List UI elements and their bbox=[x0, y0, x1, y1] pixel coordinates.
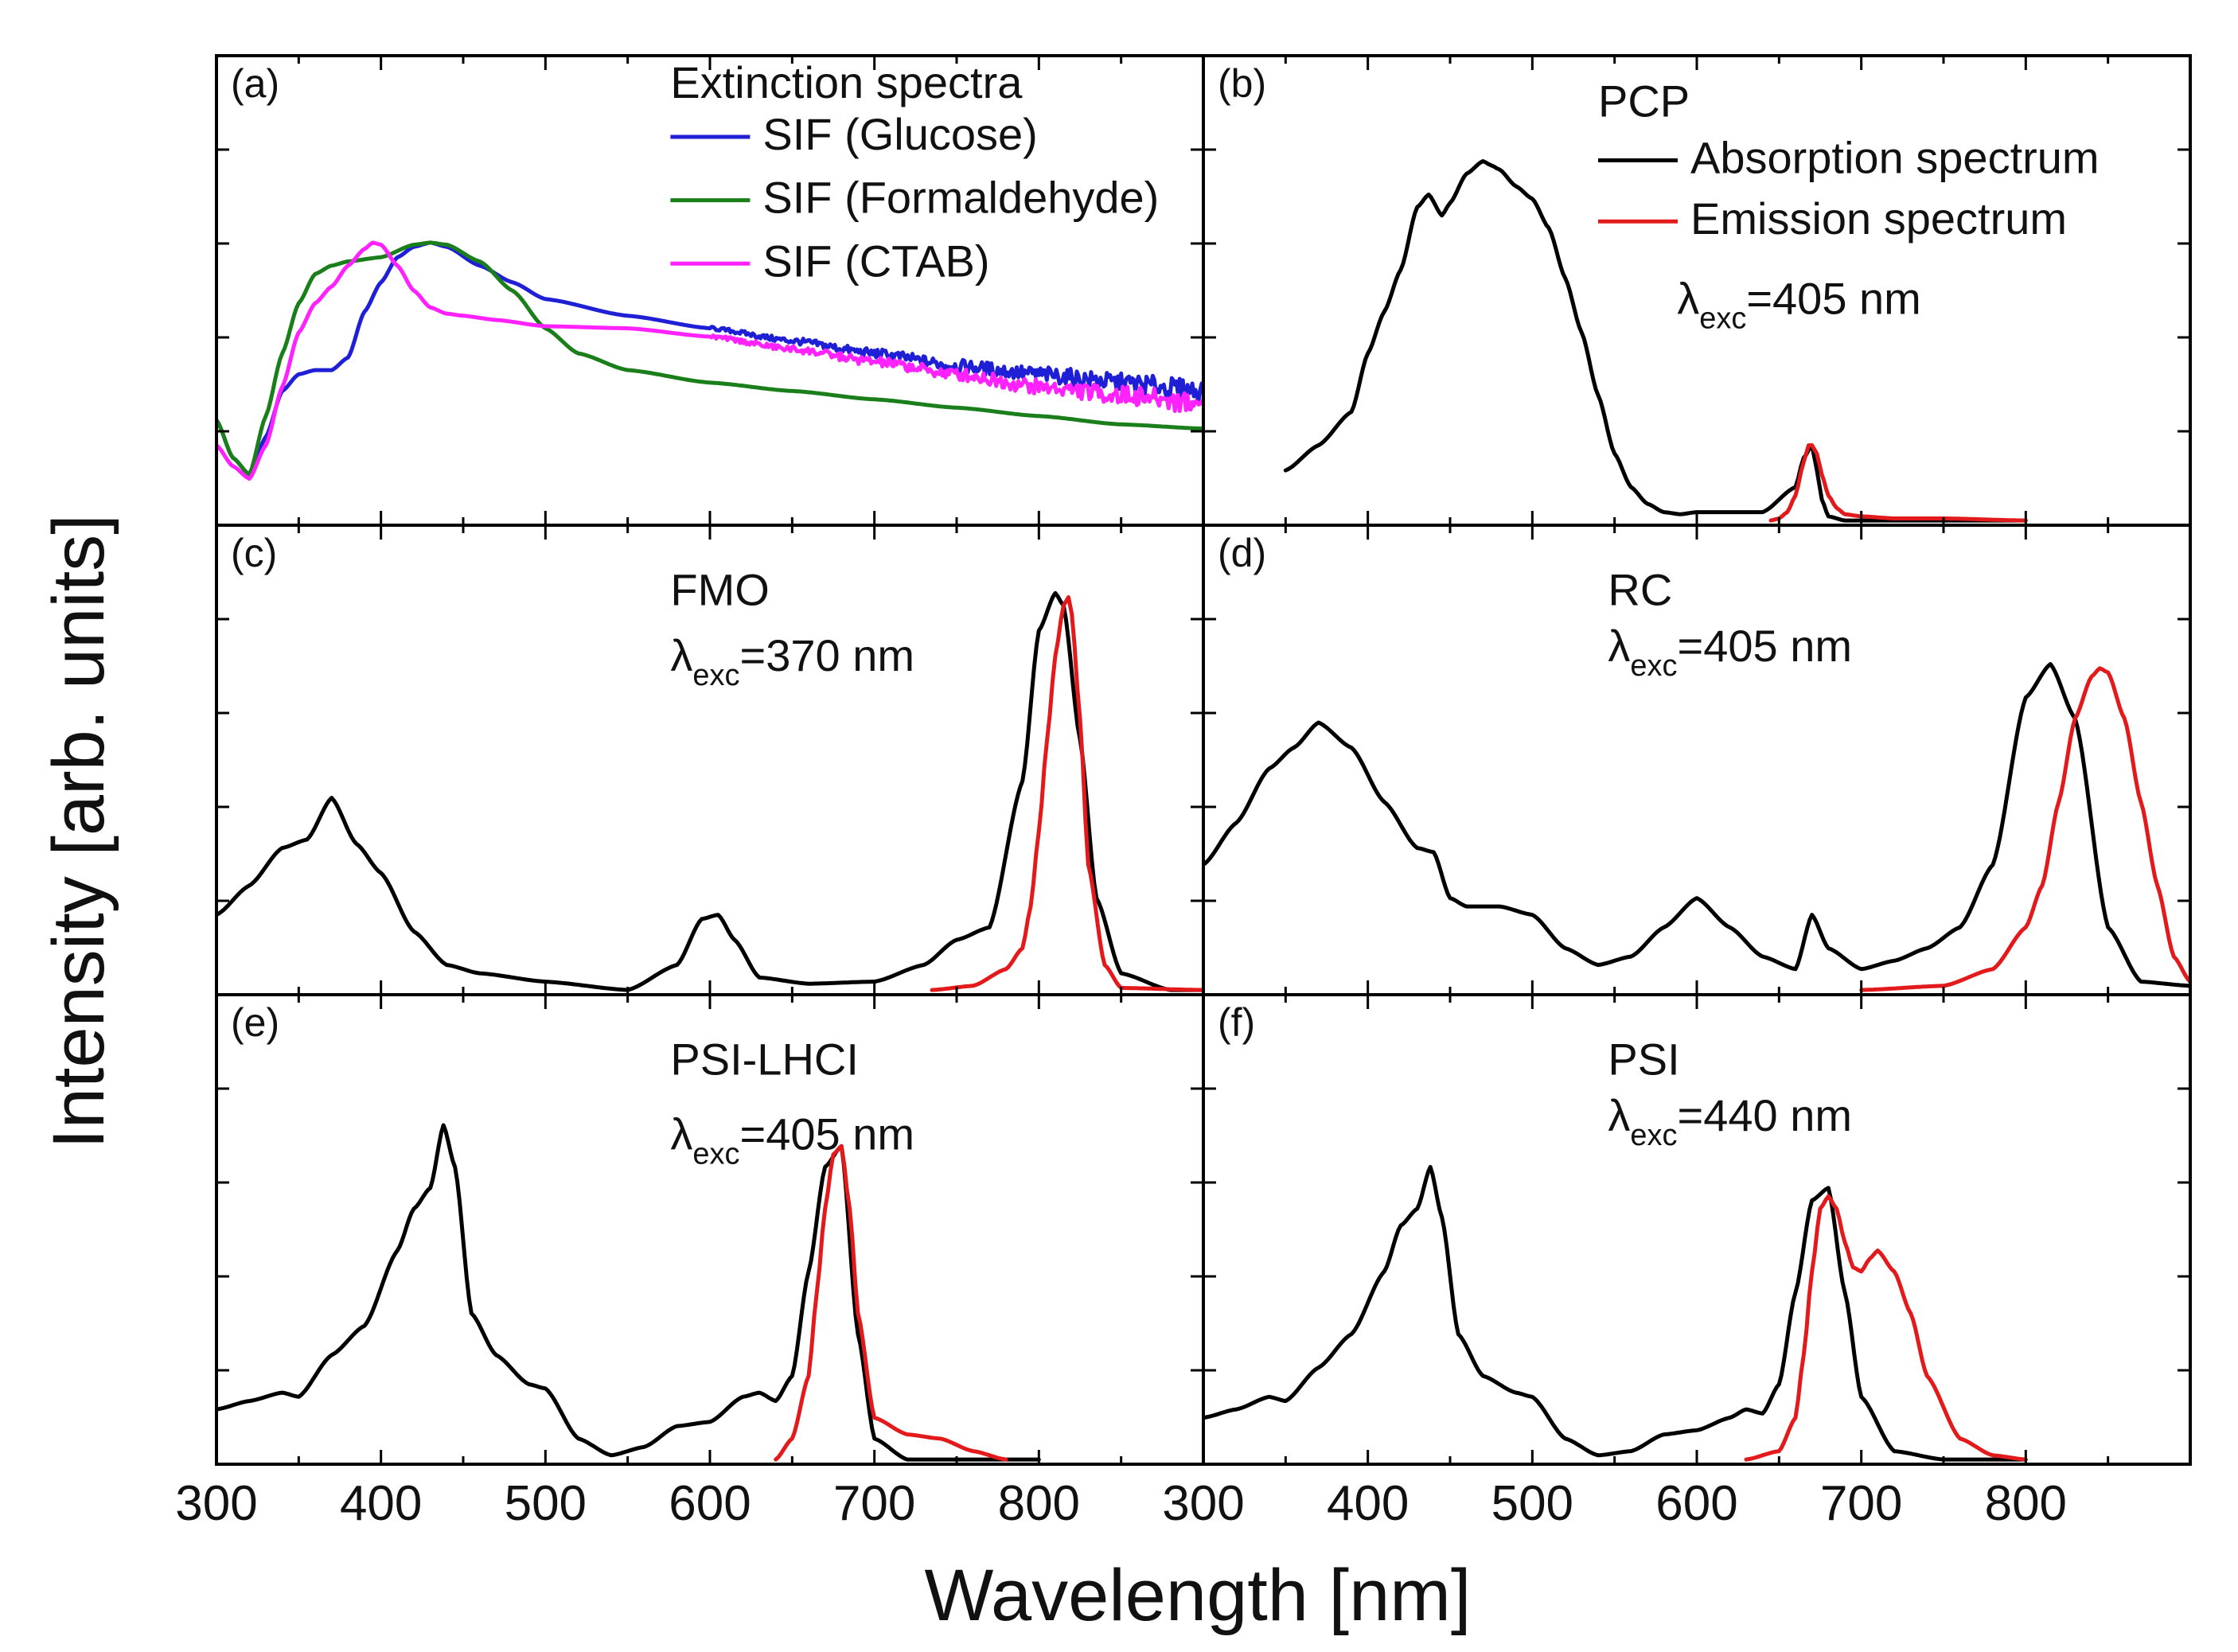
subscript-exc: exc bbox=[1630, 649, 1677, 683]
legend-label: Emission spectrum bbox=[1690, 193, 2067, 244]
panel-label-d: (d) bbox=[1218, 531, 1266, 575]
legend-label: SIF (Glucose) bbox=[762, 109, 1037, 159]
legend-label: SIF (CTAB) bbox=[762, 236, 989, 286]
panel-title-f: PSI bbox=[1608, 1034, 1679, 1084]
lambda-symbol: λ bbox=[670, 1109, 692, 1159]
subscript-exc: exc bbox=[692, 1138, 739, 1171]
series-line-e-absorption bbox=[216, 1123, 1041, 1462]
x-tick-label: 800 bbox=[998, 1476, 1080, 1531]
panel-title-e: PSI-LHCI bbox=[670, 1034, 859, 1084]
x-tick-label: 700 bbox=[1820, 1476, 1902, 1531]
series-line-f-emission bbox=[1744, 1194, 2028, 1462]
legend-b: Absorption spectrum Emission spectrum bbox=[1598, 133, 2100, 244]
excitation-value: =405 nm bbox=[1746, 274, 1921, 324]
subscript-exc: exc bbox=[1699, 302, 1746, 336]
panel-label-a: (a) bbox=[231, 61, 279, 106]
series-group-a bbox=[216, 240, 1203, 481]
legend-label: Absorption spectrum bbox=[1690, 133, 2100, 183]
series-line-a-sif-glucose bbox=[216, 240, 1203, 477]
panel-frame-a bbox=[215, 54, 1205, 527]
excitation-annotation-e: λexc=405 nm bbox=[670, 1109, 914, 1171]
excitation-value: =440 nm bbox=[1678, 1090, 1853, 1140]
panel-title-a: Extinction spectra bbox=[670, 57, 1023, 107]
legend-label: SIF (Formaldehyde) bbox=[762, 173, 1159, 223]
panel-title-c: FMO bbox=[670, 564, 769, 614]
subscript-exc: exc bbox=[1630, 1119, 1677, 1152]
lambda-symbol: λ bbox=[1608, 1090, 1630, 1140]
x-tick-label: 600 bbox=[669, 1476, 751, 1531]
panel-f bbox=[1203, 1165, 2028, 1462]
panel-c bbox=[216, 590, 1203, 992]
series-line-e-emission bbox=[774, 1144, 1008, 1462]
panels-layer bbox=[216, 159, 2190, 1462]
series-line-a-sif-formaldehyde bbox=[216, 240, 1203, 477]
series-group-e bbox=[216, 1123, 1041, 1462]
panel-label-f: (f) bbox=[1218, 1000, 1255, 1045]
panel-frame-f bbox=[1202, 993, 2192, 1466]
series-line-a-sif-ctab bbox=[216, 240, 1203, 481]
x-tick-label: 500 bbox=[505, 1476, 587, 1531]
lambda-symbol: λ bbox=[1608, 621, 1630, 671]
series-line-c-absorption bbox=[216, 590, 1203, 992]
series-line-f-absorption bbox=[1203, 1165, 2028, 1462]
x-tick-label: 300 bbox=[1162, 1476, 1244, 1531]
x-tick-labels: 300 400 500 600 700 800 300 400 500 600 700 800 bbox=[175, 1476, 2067, 1531]
x-axis-title: Wavelength [nm] bbox=[925, 1555, 1472, 1636]
excitation-annotation-b: λexc=405 nm bbox=[1677, 274, 1921, 336]
panel-d bbox=[1203, 662, 2190, 992]
series-line-b-absorption-spectrum bbox=[1283, 159, 2028, 523]
series-line-d-emission bbox=[1859, 666, 2190, 992]
excitation-annotation-c: λexc=370 nm bbox=[670, 630, 914, 692]
excitation-annotation-f: λexc=440 nm bbox=[1608, 1090, 1852, 1152]
x-tick-label: 800 bbox=[1985, 1476, 2067, 1531]
x-tick-label: 400 bbox=[1327, 1476, 1409, 1531]
subscript-exc: exc bbox=[692, 659, 739, 692]
panel-e bbox=[216, 1123, 1041, 1462]
x-tick-label: 300 bbox=[175, 1476, 257, 1531]
panel-label-b: (b) bbox=[1218, 61, 1266, 106]
x-tick-label: 500 bbox=[1491, 1476, 1573, 1531]
panel-label-e: (e) bbox=[231, 1000, 279, 1045]
series-group-b bbox=[1283, 159, 2028, 523]
panel-frame-d bbox=[1202, 524, 2192, 996]
ticks-a bbox=[215, 56, 1205, 525]
frames-layer bbox=[215, 54, 2192, 1466]
ticks-f bbox=[1202, 995, 2192, 1464]
panel-b bbox=[1283, 159, 2028, 523]
lambda-symbol: λ bbox=[670, 630, 692, 680]
panel-title-d: RC bbox=[1608, 564, 1672, 614]
panel-label-c: (c) bbox=[231, 531, 277, 575]
excitation-value: =370 nm bbox=[740, 630, 915, 680]
ticks-d bbox=[1202, 525, 2192, 995]
lambda-symbol: λ bbox=[1677, 274, 1699, 324]
excitation-value: =405 nm bbox=[740, 1109, 915, 1159]
x-tick-label: 700 bbox=[833, 1476, 915, 1531]
series-line-b-emission-spectrum bbox=[1768, 443, 2028, 523]
legend-a: SIF (Glucose) SIF (Formaldehyde) SIF (CTAB… bbox=[670, 109, 1159, 286]
series-line-c-emission bbox=[930, 595, 1203, 992]
panel-title-b: PCP bbox=[1598, 76, 1690, 127]
x-tick-label: 600 bbox=[1655, 1476, 1737, 1531]
series-group-c bbox=[216, 590, 1203, 992]
excitation-value: =405 nm bbox=[1678, 621, 1853, 671]
x-tick-label: 400 bbox=[340, 1476, 422, 1531]
y-axis-title: Intensity [arb. units] bbox=[38, 514, 119, 1149]
panel-a bbox=[216, 240, 1203, 481]
series-line-d-absorption bbox=[1203, 662, 2190, 988]
excitation-annotation-d: λexc=405 nm bbox=[1608, 621, 1852, 683]
series-group-f bbox=[1203, 1165, 2028, 1462]
series-group-d bbox=[1203, 662, 2190, 992]
